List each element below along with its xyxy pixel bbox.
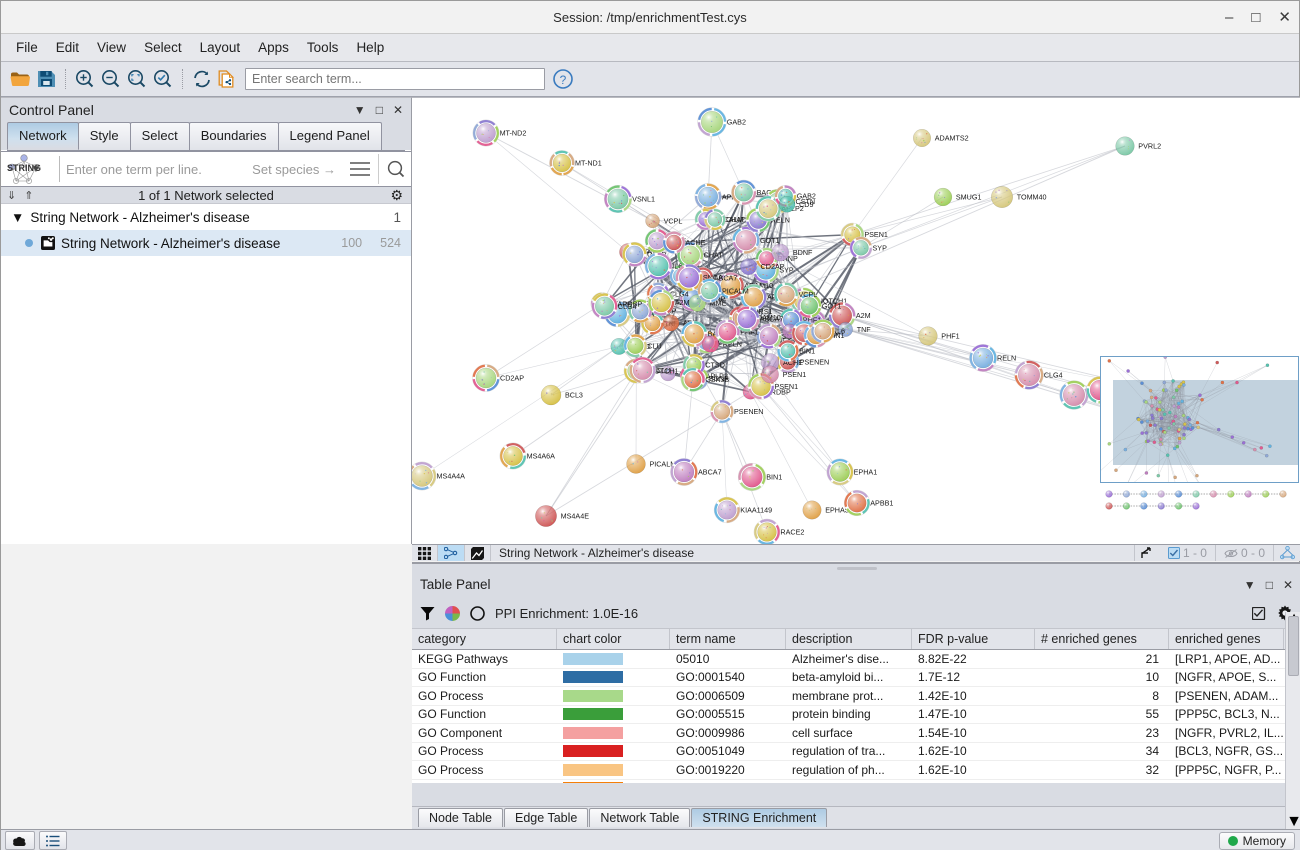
svg-text:VSNL1: VSNL1: [632, 195, 655, 204]
svg-text:RELN: RELN: [997, 354, 1016, 363]
svg-text:GAB2: GAB2: [727, 118, 746, 127]
svg-text:SMUG1: SMUG1: [956, 193, 982, 202]
svg-text:ACHE: ACHE: [686, 238, 706, 247]
svg-text:PHF1: PHF1: [941, 332, 959, 341]
svg-text:CHAT: CHAT: [726, 215, 746, 224]
svg-text:CD9: CD9: [799, 200, 813, 209]
svg-text:?: ?: [560, 73, 567, 87]
svg-text:MT-ND1: MT-ND1: [575, 159, 602, 168]
svg-text:VCPL: VCPL: [664, 216, 683, 225]
svg-text:KIAA1149: KIAA1149: [740, 506, 772, 515]
svg-text:CD2AP: CD2AP: [500, 374, 524, 383]
svg-text:SYP: SYP: [873, 243, 888, 252]
svg-text:IL6: IL6: [835, 327, 845, 336]
svg-text:A2M: A2M: [856, 311, 871, 320]
svg-text:CTSD: CTSD: [705, 361, 725, 370]
svg-text:CHAT: CHAT: [704, 251, 724, 260]
svg-text:EPHA1: EPHA1: [854, 468, 878, 477]
svg-text:A2M: A2M: [675, 298, 690, 307]
svg-text:VCPL: VCPL: [798, 290, 817, 299]
svg-text:CLU: CLU: [656, 366, 670, 375]
svg-text:ADAMTS2: ADAMTS2: [935, 134, 969, 143]
svg-text:CLG4: CLG4: [1044, 371, 1063, 380]
svg-text:APBB1: APBB1: [870, 499, 893, 508]
svg-text:TNF: TNF: [857, 325, 872, 334]
svg-text:MS4A4E: MS4A4E: [561, 512, 590, 521]
svg-text:PSENEN: PSENEN: [800, 357, 830, 366]
svg-text:CD2AP: CD2AP: [761, 262, 785, 271]
svg-text:GOT1: GOT1: [822, 301, 842, 310]
svg-text:MS4A6A: MS4A6A: [527, 452, 556, 461]
svg-text:TOMM40: TOMM40: [1017, 193, 1047, 202]
svg-text:BCL3: BCL3: [565, 391, 583, 400]
svg-text:BIN1: BIN1: [766, 473, 782, 482]
svg-text:PSEN1: PSEN1: [783, 370, 807, 379]
svg-text:GOT1: GOT1: [760, 236, 780, 245]
svg-text:PICALM: PICALM: [722, 286, 749, 295]
svg-text:ABCA7: ABCA7: [760, 315, 784, 324]
svg-text:PSENEN: PSENEN: [734, 407, 764, 416]
svg-text:ABCA7: ABCA7: [698, 468, 722, 477]
svg-text:PSEN1: PSEN1: [775, 382, 799, 391]
svg-text:MT-ND2: MT-ND2: [500, 129, 527, 138]
svg-text:MS4A4A: MS4A4A: [437, 472, 466, 481]
svg-text:GSK3B: GSK3B: [705, 375, 729, 384]
svg-text:RACE2: RACE2: [780, 528, 804, 537]
svg-text:CLU: CLU: [647, 341, 661, 350]
svg-text:PSEN1: PSEN1: [864, 230, 888, 239]
svg-text:BDNF: BDNF: [793, 248, 813, 257]
svg-text:BIN1: BIN1: [799, 346, 815, 355]
svg-text:PVRL2: PVRL2: [1138, 142, 1161, 151]
svg-text:CLG4: CLG4: [618, 302, 637, 311]
